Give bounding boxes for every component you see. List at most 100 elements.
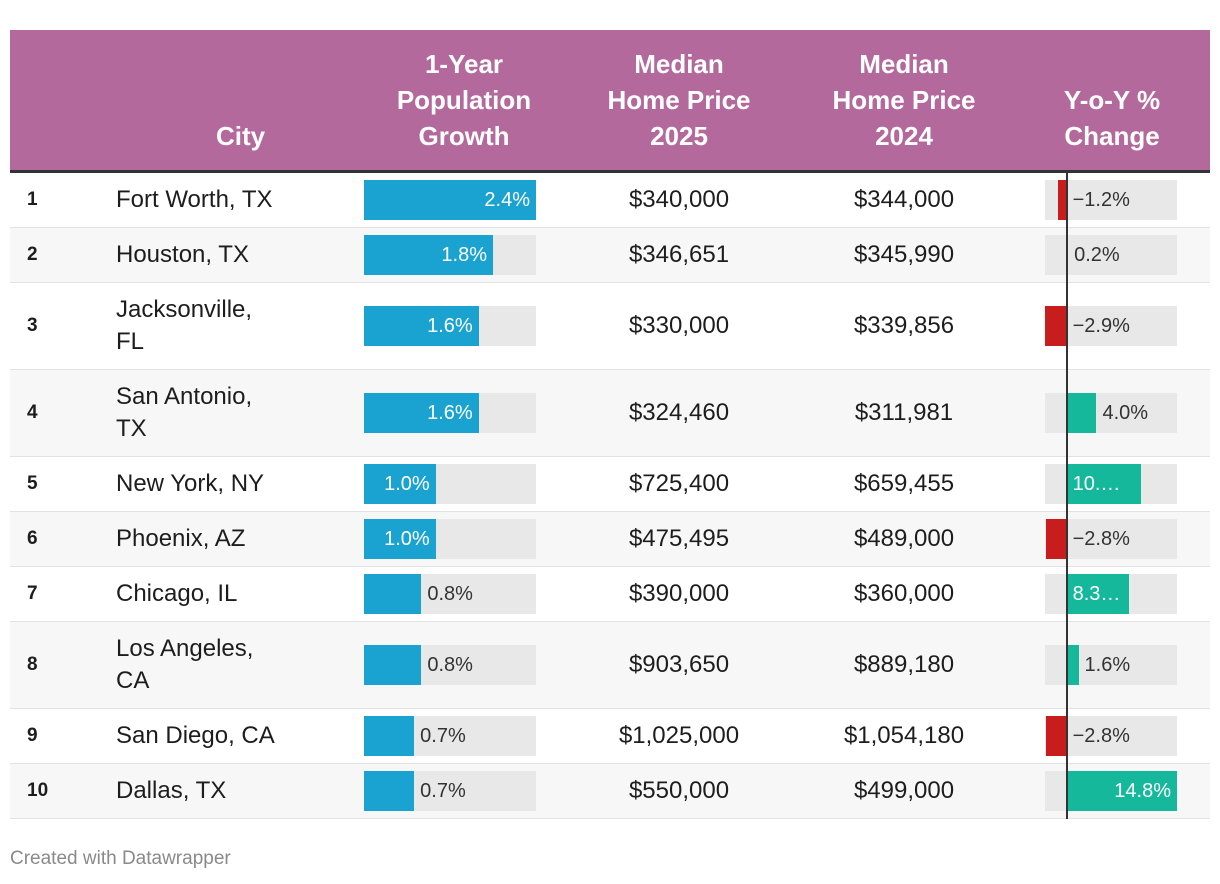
city-cell: New York, NY — [110, 457, 364, 511]
column-header: City — [216, 121, 266, 151]
rank: 2 — [27, 244, 38, 265]
growth-cell: 0.7% — [364, 764, 564, 818]
bar-label: 1.0% — [384, 473, 430, 495]
zero-line — [1065, 457, 1068, 512]
growth-cell: 1.0% — [364, 512, 564, 566]
price-2024: $659,455 — [853, 470, 955, 497]
city: Dallas, TX — [116, 777, 227, 804]
yoy-cell: 8.3… — [1014, 567, 1210, 622]
bar — [364, 180, 536, 220]
city: Houston, TX — [116, 241, 249, 268]
price-2025: $550,000 — [628, 777, 730, 804]
price-2025: $330,000 — [628, 312, 730, 339]
bar-label: −2.8% — [1072, 528, 1130, 550]
rank: 10 — [27, 780, 49, 801]
yoy-cell: 0.2% — [1014, 228, 1210, 283]
bar — [364, 306, 479, 346]
yoy-cell: −2.9% — [1014, 283, 1210, 370]
rank: 5 — [27, 473, 38, 494]
column-header: 1-Year Population Growth — [396, 49, 532, 151]
city: Los Angeles, CA — [116, 635, 254, 694]
bar — [364, 574, 422, 614]
bar-label: 0.8% — [427, 654, 473, 676]
bar-track: 1.6% — [364, 306, 536, 346]
table-row: 2 Houston, TX 1.8% $346,651 $345,990 0.2% — [10, 228, 1210, 283]
price-2024: $311,981 — [854, 399, 954, 426]
bar-label: 10.… — [1072, 473, 1121, 495]
price-2025: $346,651 — [628, 241, 730, 268]
price-2024: $345,990 — [853, 241, 955, 268]
city: Chicago, IL — [116, 580, 238, 607]
price-2024: $360,000 — [853, 580, 955, 607]
city: San Diego, CA — [116, 722, 275, 749]
city: New York, NY — [116, 470, 265, 497]
bar-track: 0.7% — [364, 771, 536, 811]
column-header: Median Home Price 2024 — [832, 49, 976, 151]
bar — [364, 771, 415, 811]
city-cell: Jacksonville, FL — [110, 283, 364, 369]
footer: Created with Datawrapper — [10, 848, 231, 869]
rank: 3 — [27, 315, 38, 336]
bar-label: 14.8% — [1114, 780, 1171, 802]
bar-label: 2.4% — [484, 189, 530, 211]
growth-cell: 0.7% — [364, 709, 564, 763]
rank: 1 — [27, 189, 38, 210]
bar — [1066, 574, 1129, 614]
city: Fort Worth, TX — [116, 186, 273, 213]
price-2025: $340,000 — [628, 186, 730, 213]
bar — [364, 645, 422, 685]
bar — [1045, 519, 1067, 559]
bar-label: −2.9% — [1072, 315, 1130, 337]
table: City 1-Year Population Growth Median Home … — [10, 30, 1210, 819]
table-row: 9 San Diego, CA 0.7% $1,025,000 $1,054,180 −2… — [10, 709, 1210, 764]
zero-line — [1065, 283, 1068, 370]
price-2024: $889,180 — [853, 651, 955, 678]
city-cell: Phoenix, AZ — [110, 512, 364, 566]
zero-line — [1065, 764, 1068, 819]
price-2025: $903,650 — [628, 651, 730, 678]
bar — [364, 393, 479, 433]
zero-line — [1065, 709, 1068, 764]
header-cell: Y-o-Y % Change — [1014, 30, 1210, 170]
table-row: 4 San Antonio, TX 1.6% $324,460 $311,981 4.0% — [10, 370, 1210, 457]
bar — [1066, 771, 1177, 811]
zero-line — [1065, 370, 1068, 457]
table-row: 7 Chicago, IL 0.8% $390,000 $360,000 8.3… — [10, 567, 1210, 622]
yoy-cell: 14.8% — [1014, 764, 1210, 819]
column-header: Y-o-Y % Change — [1063, 85, 1161, 151]
bar-track: 0.8% — [364, 574, 536, 614]
price-2025: $390,000 — [628, 580, 730, 607]
rank: 4 — [27, 402, 38, 423]
growth-cell: 1.6% — [364, 370, 564, 456]
bar — [1045, 716, 1067, 756]
growth-cell: 1.6% — [364, 283, 564, 369]
table-row: 8 Los Angeles, CA 0.8% $903,650 $889,180 1.6% — [10, 622, 1210, 709]
yoy-cell: 4.0% — [1014, 370, 1210, 457]
rank: 7 — [27, 583, 38, 604]
bar-label: 1.6% — [1084, 654, 1131, 676]
bar — [1066, 645, 1079, 685]
bar-track: 0.8% — [364, 645, 536, 685]
city-cell: Dallas, TX — [110, 764, 364, 818]
bar-track: 0.7% — [364, 716, 536, 756]
growth-cell: 0.8% — [364, 567, 564, 621]
bar-track: 14.8% — [1045, 771, 1177, 811]
rank: 6 — [27, 528, 38, 549]
price-2024: $489,000 — [853, 525, 955, 552]
bar-track: 2.4% — [364, 180, 536, 220]
bar-track: 1.6% — [364, 393, 536, 433]
city-cell: San Diego, CA — [110, 709, 364, 763]
header-cell: City — [110, 30, 364, 170]
price-2024: $1,054,180 — [843, 722, 965, 749]
bar — [1066, 393, 1097, 433]
bar-label: 0.7% — [420, 780, 466, 802]
header-cell: Median Home Price 2025 — [564, 30, 794, 170]
bar-label: 0.8% — [427, 583, 473, 605]
price-2024: $339,856 — [853, 312, 955, 339]
bar-label: 8.3… — [1072, 583, 1121, 605]
price-2025: $725,400 — [628, 470, 730, 497]
table-row: 5 New York, NY 1.0% $725,400 $659,455 10.… — [10, 457, 1210, 512]
yoy-cell: −2.8% — [1014, 512, 1210, 567]
header-cell — [10, 30, 110, 170]
